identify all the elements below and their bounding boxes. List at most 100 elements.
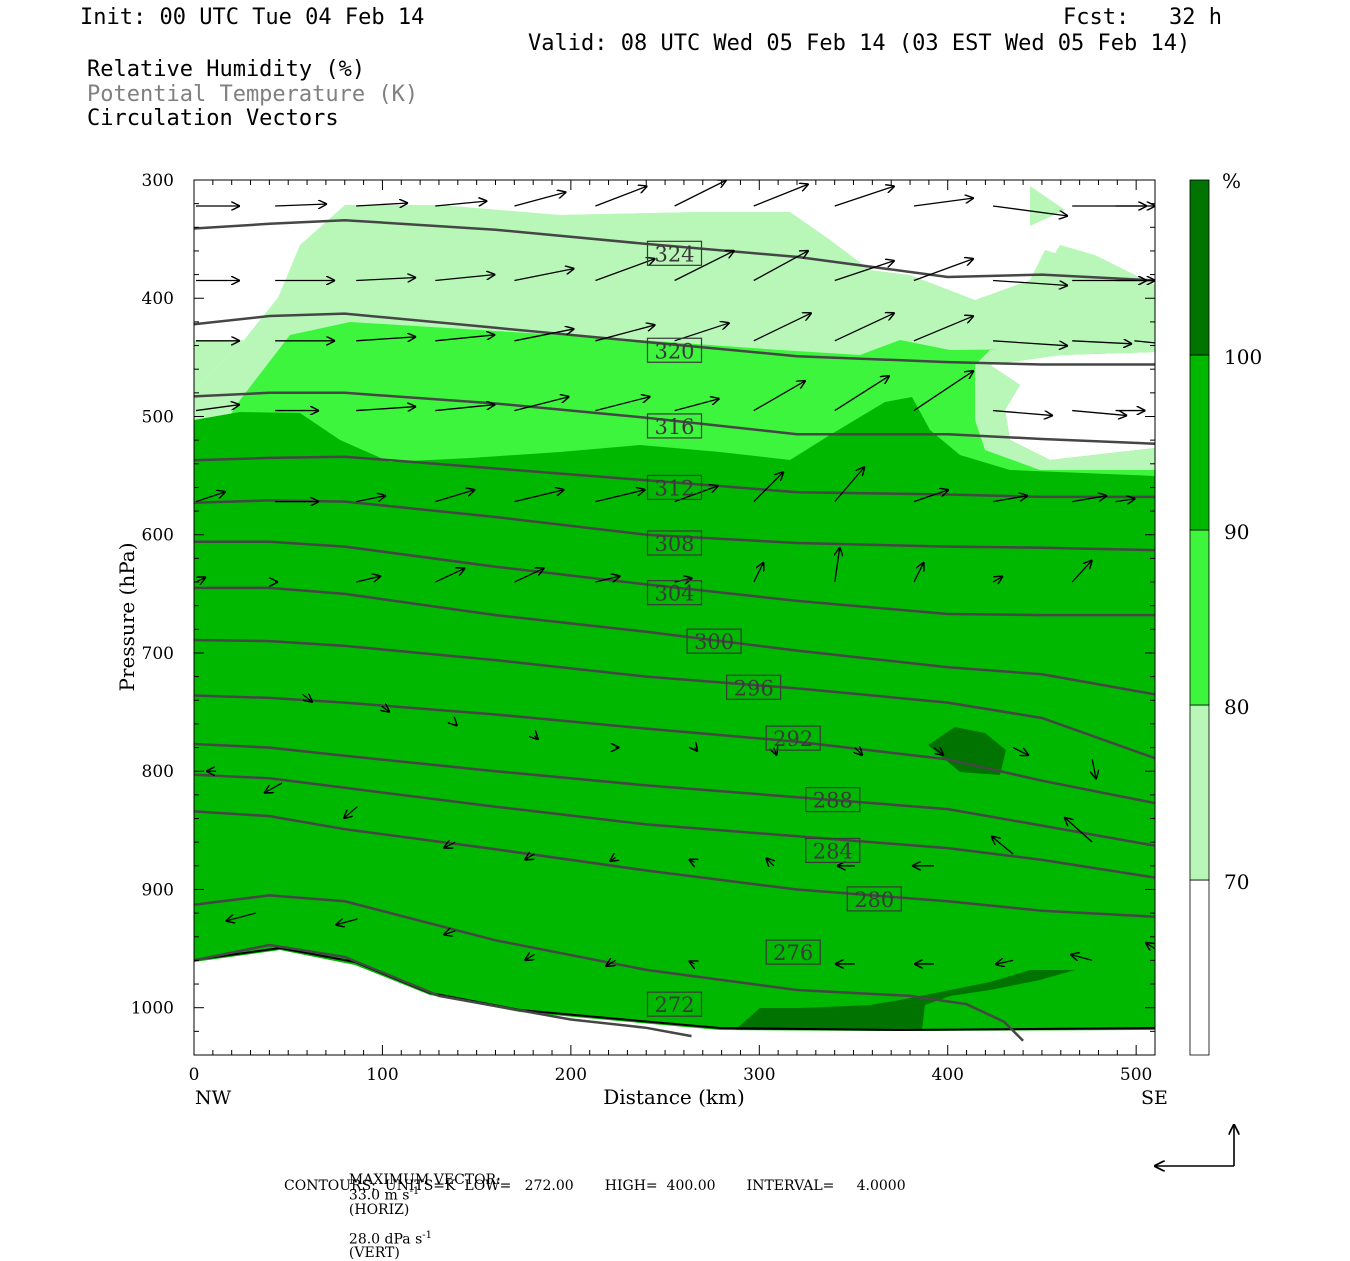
circulation-vector xyxy=(356,337,416,341)
circulation-vector xyxy=(302,694,313,702)
circulation-vector xyxy=(753,472,784,503)
circulation-vector xyxy=(834,186,895,207)
contour-label-box-292 xyxy=(765,725,821,751)
circulation-vector xyxy=(1071,560,1092,583)
rh-below-80-island xyxy=(990,352,1155,460)
circulation-vector xyxy=(1115,499,1136,502)
contour-label-308: 308 xyxy=(654,532,694,556)
circulation-vector xyxy=(595,186,647,207)
circulation-vector xyxy=(1012,746,1029,756)
circulation-vector xyxy=(834,376,890,412)
circulation-vector xyxy=(995,960,1014,964)
x-end-label-nw: NW xyxy=(195,1087,232,1109)
theta-contour-308 xyxy=(194,499,1155,552)
circulation-vector xyxy=(695,748,698,752)
circulation-vector xyxy=(195,405,240,412)
colorbar-80-90 xyxy=(1189,529,1210,706)
rh-90-100-region xyxy=(194,397,1155,1055)
contour-label-box-296 xyxy=(726,674,782,700)
x-axis: 0 100 200 300 400 500 xyxy=(189,180,1156,1085)
contour-info: CONTOURS: UNITS=K LOW= 272.00 HIGH= 400.… xyxy=(284,1178,906,1194)
circulation-vector xyxy=(834,467,865,503)
circulation-vector xyxy=(534,736,538,740)
circulation-vector xyxy=(913,198,974,207)
contour-label-300: 300 xyxy=(694,630,734,654)
theta-contour-324 xyxy=(194,218,1155,282)
contour-label-288: 288 xyxy=(813,789,853,813)
circulation-vector xyxy=(835,547,840,583)
circulation-vector xyxy=(435,568,465,583)
circulation-vector xyxy=(435,275,495,282)
circulation-vector xyxy=(275,204,327,206)
theta-contour-296 xyxy=(194,638,1155,760)
circulation-vector xyxy=(913,316,974,342)
contour-label-324: 324 xyxy=(654,242,694,266)
circulation-vector xyxy=(514,192,566,207)
contour-label-box-288 xyxy=(805,786,861,813)
valid-time: Valid: 08 UTC Wed 05 Feb 14 (03 EST Wed … xyxy=(528,31,1191,56)
circulation-vector xyxy=(753,184,809,207)
contour-label-272: 272 xyxy=(654,993,694,1017)
contour-label-box-316 xyxy=(646,413,703,439)
circulation-vector xyxy=(335,919,358,925)
circulation-vector xyxy=(689,859,695,862)
circulation-vector xyxy=(1072,496,1107,503)
contour-label-box-320 xyxy=(646,337,703,363)
theta-contour-276 xyxy=(194,894,1024,1042)
circulation-vector xyxy=(524,954,535,960)
rh-70-80-island-ring xyxy=(975,345,1155,470)
x-tick-label: 200 xyxy=(555,1065,587,1085)
circulation-vector xyxy=(609,858,615,862)
theta-contour-280 xyxy=(194,810,1155,918)
colorbar-label-100: 100 xyxy=(1224,345,1262,369)
rh-above-100-surface xyxy=(735,970,1075,1030)
circulation-vector xyxy=(753,381,806,412)
max-vector-horiz-suffix: (HORIZ) xyxy=(348,1201,410,1218)
theta-contour-292 xyxy=(194,694,1155,805)
y-tick-label: 700 xyxy=(142,644,174,664)
circulation-vector xyxy=(1064,817,1093,843)
circulation-vector xyxy=(992,576,1003,582)
theta-contour-288 xyxy=(194,742,1155,847)
circulation-vector xyxy=(514,568,544,583)
circulation-vector xyxy=(674,180,727,207)
circulation-vector xyxy=(1145,942,1155,960)
y-tick-label: 900 xyxy=(142,880,174,900)
contour-label-316: 316 xyxy=(654,415,694,439)
circulation-vector xyxy=(913,562,924,583)
circulation-vector xyxy=(356,576,381,583)
circulation-vector xyxy=(753,562,764,583)
contour-label-284: 284 xyxy=(813,839,853,863)
circulation-vector xyxy=(264,782,283,793)
circulation-vector xyxy=(435,201,487,207)
circulation-vector xyxy=(435,405,495,412)
theta-contour-300 xyxy=(194,586,1155,696)
circulation-vector xyxy=(595,325,655,342)
theta-contour-304 xyxy=(194,540,1155,617)
max-vector-vert-exp: -1 xyxy=(422,1229,433,1241)
circulation-vector xyxy=(514,490,564,503)
circulation-vector xyxy=(435,490,475,503)
circulation-vector xyxy=(1072,341,1132,344)
circulation-vector xyxy=(226,912,256,921)
theta-contour-316 xyxy=(194,391,1155,445)
rh-70-80-upper-band xyxy=(194,212,1155,390)
circulation-vector xyxy=(595,490,645,503)
theta-contour-284 xyxy=(194,773,1155,879)
circulation-vector xyxy=(753,251,809,282)
contour-label-box-300 xyxy=(686,628,742,654)
circulation-vector xyxy=(1134,341,1155,344)
circulation-vector xyxy=(356,496,386,503)
circulation-vector xyxy=(443,931,456,935)
y-tick-label: 800 xyxy=(142,762,174,782)
theta-contour-312 xyxy=(194,455,1155,499)
circulation-vector xyxy=(689,961,695,964)
circulation-vector xyxy=(514,329,574,342)
circulation-vector xyxy=(343,806,358,819)
theta-contours xyxy=(194,218,1155,1042)
circulation-vector xyxy=(1070,954,1093,960)
colorbar-label-90: 90 xyxy=(1224,520,1249,544)
circulation-vector xyxy=(356,407,416,411)
circulation-vector xyxy=(356,278,416,281)
